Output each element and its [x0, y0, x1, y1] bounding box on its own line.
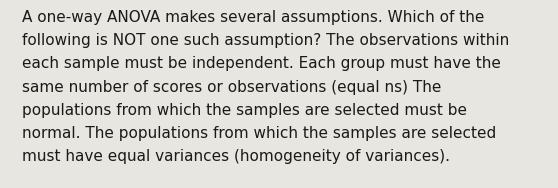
Text: each sample must be independent. Each group must have the: each sample must be independent. Each gr… [22, 56, 501, 71]
Text: must have equal variances (homogeneity of variances).: must have equal variances (homogeneity o… [22, 149, 450, 164]
Text: following is NOT one such assumption? The observations within: following is NOT one such assumption? Th… [22, 33, 509, 48]
Text: populations from which the samples are selected must be: populations from which the samples are s… [22, 103, 467, 118]
Text: A one-way ANOVA makes several assumptions. Which of the: A one-way ANOVA makes several assumption… [22, 10, 484, 25]
Text: same number of scores or observations (equal ns) The: same number of scores or observations (e… [22, 80, 441, 95]
Text: normal. The populations from which the samples are selected: normal. The populations from which the s… [22, 126, 496, 141]
